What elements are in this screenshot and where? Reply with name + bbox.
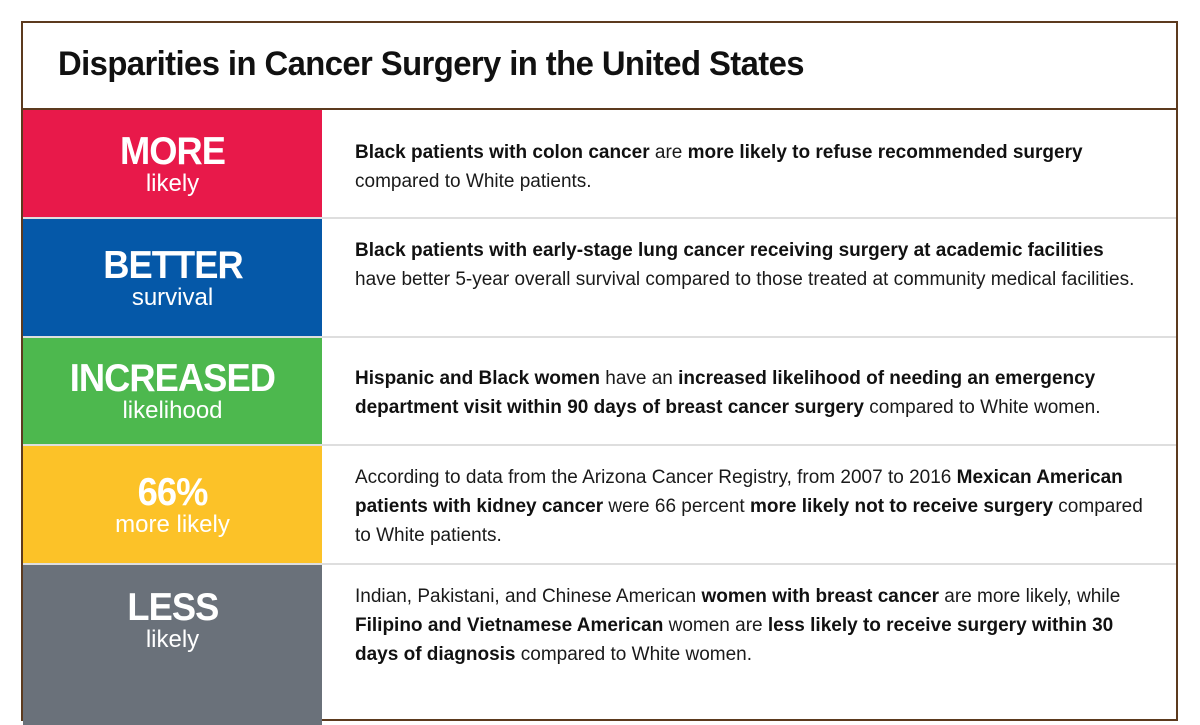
row-66-percent: 66% more likely According to data from t…: [23, 446, 1176, 565]
bold-text-segment: more likely not to receive surgery: [749, 496, 1054, 517]
row-description: According to data from the Arizona Cance…: [322, 446, 1176, 565]
text-segment: have better 5-year overall survival comp…: [355, 269, 1135, 290]
row-more: MORE likely Black patients with colon ca…: [23, 110, 1176, 219]
text-segment: are more likely, while: [939, 586, 1121, 607]
bold-text-segment: Hispanic and Black women: [355, 368, 600, 389]
divider: [23, 217, 322, 219]
label-66-percent: 66% more likely: [23, 446, 322, 565]
label-big: INCREASED: [69, 357, 276, 400]
label-small: likely: [145, 169, 200, 197]
row-increased: INCREASED likelihood Hispanic and Black …: [23, 338, 1176, 446]
bold-text-segment: Black patients with colon cancer: [355, 142, 650, 163]
text-segment: compared to White women.: [515, 644, 753, 665]
bold-text-segment: less likely to receive surgery within 30…: [355, 615, 1114, 665]
row-description: Black patients with early-stage lung can…: [322, 219, 1176, 338]
label-increased: INCREASED likelihood: [23, 338, 322, 446]
text-segment: compared to White women.: [863, 397, 1101, 418]
text-segment: compared to White patients.: [355, 496, 1143, 546]
text-segment: were 66 percent: [603, 496, 750, 517]
label-more: MORE likely: [23, 110, 322, 219]
bold-text-segment: Black patients with early-stage lung can…: [355, 240, 1104, 261]
text-segment: are: [649, 142, 688, 163]
bold-text-segment: increased likelihood of needing an emerg…: [355, 368, 1096, 418]
label-small: survival: [131, 283, 214, 311]
bold-text-segment: Filipino and Vietnamese American: [355, 615, 664, 636]
text-segment: women are: [663, 615, 768, 636]
label-big: 66%: [137, 470, 209, 514]
label-small: likelihood: [122, 397, 223, 424]
label-small: more likely: [115, 510, 230, 538]
header: Disparities in Cancer Surgery in the Uni…: [23, 23, 1176, 110]
bold-text-segment: more likely to refuse recommended surger…: [687, 142, 1083, 163]
row-description: Indian, Pakistani, and Chinese American …: [322, 565, 1176, 725]
text-segment: compared to White patients.: [355, 171, 592, 192]
row-description: Hispanic and Black women have an increas…: [322, 338, 1176, 446]
label-better: BETTER survival: [23, 219, 322, 338]
description-text: Indian, Pakistani, and Chinese American …: [355, 582, 1145, 669]
row-description: Black patients with colon cancer are mor…: [322, 110, 1176, 219]
text-segment: Indian, Pakistani, and Chinese American: [355, 586, 702, 607]
label-small: likely: [145, 626, 200, 653]
label-big: BETTER: [102, 243, 243, 287]
description-text: Hispanic and Black women have an increas…: [355, 364, 1145, 422]
label-big: LESS: [126, 586, 219, 629]
bold-text-segment: women with breast cancer: [701, 586, 940, 607]
bold-text-segment: Mexican American patients with kidney ca…: [355, 467, 1123, 517]
text-segment: According to data from the Arizona Cance…: [355, 467, 957, 488]
page-title: Disparities in Cancer Surgery in the Uni…: [58, 45, 805, 83]
row-less: LESS likely Indian, Pakistani, and Chine…: [23, 565, 1176, 725]
label-less: LESS likely: [23, 565, 322, 725]
divider: [23, 563, 322, 565]
label-big: MORE: [119, 129, 226, 173]
infographic-frame: Disparities in Cancer Surgery in the Uni…: [21, 21, 1178, 725]
description-text: Black patients with colon cancer are mor…: [355, 138, 1145, 196]
divider: [23, 336, 322, 338]
description-text: Black patients with early-stage lung can…: [355, 236, 1145, 294]
text-segment: have an: [599, 368, 679, 389]
row-better: BETTER survival Black patients with earl…: [23, 219, 1176, 338]
description-text: According to data from the Arizona Cance…: [355, 463, 1145, 550]
divider: [23, 444, 322, 446]
